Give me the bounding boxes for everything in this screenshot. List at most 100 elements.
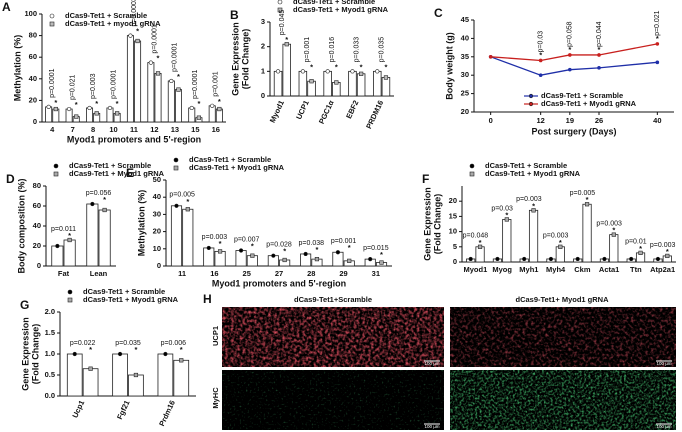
legend-label: dCas9-Tet1 + Myod1 gRNA <box>293 5 389 14</box>
p-value: p=0.058 <box>567 21 574 47</box>
x-tick-label: Prdm16 <box>157 399 177 428</box>
point <box>597 53 601 57</box>
marker <box>309 79 314 84</box>
p-value: p=0.001 <box>213 71 220 97</box>
bar <box>112 353 128 397</box>
significance-star: * <box>315 245 318 254</box>
marker <box>250 253 255 258</box>
significance-star: * <box>180 345 183 354</box>
panel-label: A <box>2 0 11 14</box>
y-axis-label: Gene Expression <box>230 22 240 96</box>
y-tick-label: 100 <box>24 9 37 18</box>
y-tick-label: 0.5 <box>45 370 55 379</box>
significance-star: * <box>95 99 98 108</box>
bar <box>208 105 216 123</box>
bar <box>66 353 83 397</box>
legend-label: dCas9-Tet1 + Myod1 gRNA <box>189 163 285 172</box>
marker <box>271 253 276 258</box>
marker <box>528 93 534 99</box>
marker <box>347 258 352 263</box>
micrograph-signal <box>222 307 444 367</box>
significance-star: * <box>380 250 383 259</box>
marker <box>655 256 661 262</box>
bar <box>273 70 283 97</box>
bar <box>373 70 382 97</box>
marker <box>133 372 139 378</box>
significance-star: * <box>612 226 615 235</box>
significance-star: * <box>559 238 562 247</box>
y-axis-label: Gene Expression <box>20 317 30 391</box>
marker <box>303 251 308 257</box>
marker <box>368 257 373 262</box>
p-value: p=0.003 <box>596 220 622 227</box>
panel-label: C <box>434 6 443 20</box>
bar <box>182 208 194 267</box>
series-line <box>490 56 658 76</box>
y-tick-label: 50 <box>153 175 161 184</box>
marker <box>53 163 59 169</box>
p-value: p=0.005 <box>570 190 596 197</box>
legend-label: dCas9-Tet1 + Scramble <box>83 287 165 296</box>
bar <box>348 70 357 97</box>
marker <box>334 80 339 85</box>
p-value: p=0.0001 <box>151 24 158 53</box>
p-value: p=0.003 <box>650 242 676 249</box>
x-tick-label: Fgf21 <box>115 399 132 421</box>
marker <box>314 257 320 262</box>
significance-star: * <box>177 72 180 81</box>
y-tick-label: 40 <box>29 74 37 83</box>
marker <box>176 87 181 92</box>
x-tick-label: 28 <box>307 269 315 278</box>
marker <box>277 7 283 13</box>
x-axis-label: Post surgery (Days) <box>531 126 616 136</box>
point <box>568 53 572 57</box>
bar <box>126 35 134 123</box>
significance-star: * <box>479 238 482 247</box>
scale-label: 100 µm <box>424 424 439 429</box>
bar <box>63 239 76 267</box>
y-axis-label: (Fold Change) <box>432 194 442 255</box>
p-value: p=0.03 <box>491 205 513 212</box>
x-tick-label: 29 <box>339 269 347 278</box>
micrograph-signal <box>222 370 444 430</box>
legend-label: dCas9-Tet1 + Scramble <box>65 11 147 20</box>
point <box>655 60 660 65</box>
marker <box>575 256 580 262</box>
x-tick-label: 8 <box>91 125 95 134</box>
p-value: p=0.0001 <box>172 42 179 71</box>
marker <box>179 358 184 363</box>
y-tick-label: 10 <box>153 244 161 253</box>
y-tick-label: 1 <box>261 66 265 75</box>
y-tick-label: 2 <box>261 42 265 51</box>
point <box>538 58 543 63</box>
marker <box>379 260 384 265</box>
p-value: p=0.048 <box>463 233 489 240</box>
bar <box>173 359 190 397</box>
marker <box>173 165 179 171</box>
p-value: p=0.006 <box>161 340 187 347</box>
marker <box>277 0 283 5</box>
significance-star: * <box>598 45 601 54</box>
p-value: p=0.015 <box>363 245 389 252</box>
bar <box>323 70 332 97</box>
marker <box>584 202 590 207</box>
y-axis-label: (Fold Change) <box>30 324 40 385</box>
point <box>655 42 660 46</box>
significance-star: * <box>75 100 78 109</box>
marker <box>49 13 55 19</box>
marker <box>558 244 563 249</box>
x-tick-label: 15 <box>191 125 199 134</box>
bar <box>298 70 308 97</box>
p-value: p=0.038 <box>299 240 325 247</box>
y-tick-label: 60 <box>29 52 37 61</box>
marker <box>107 105 113 111</box>
x-tick-label: 16 <box>210 269 218 278</box>
significance-star: * <box>197 99 200 108</box>
marker <box>72 351 77 357</box>
x-tick-label: PGC1α <box>317 99 336 126</box>
bar <box>51 245 64 267</box>
marker <box>117 351 123 357</box>
legend-label: dCas9-Tet1 + Scramble <box>485 161 567 170</box>
marker <box>210 103 215 108</box>
marker <box>128 33 133 38</box>
